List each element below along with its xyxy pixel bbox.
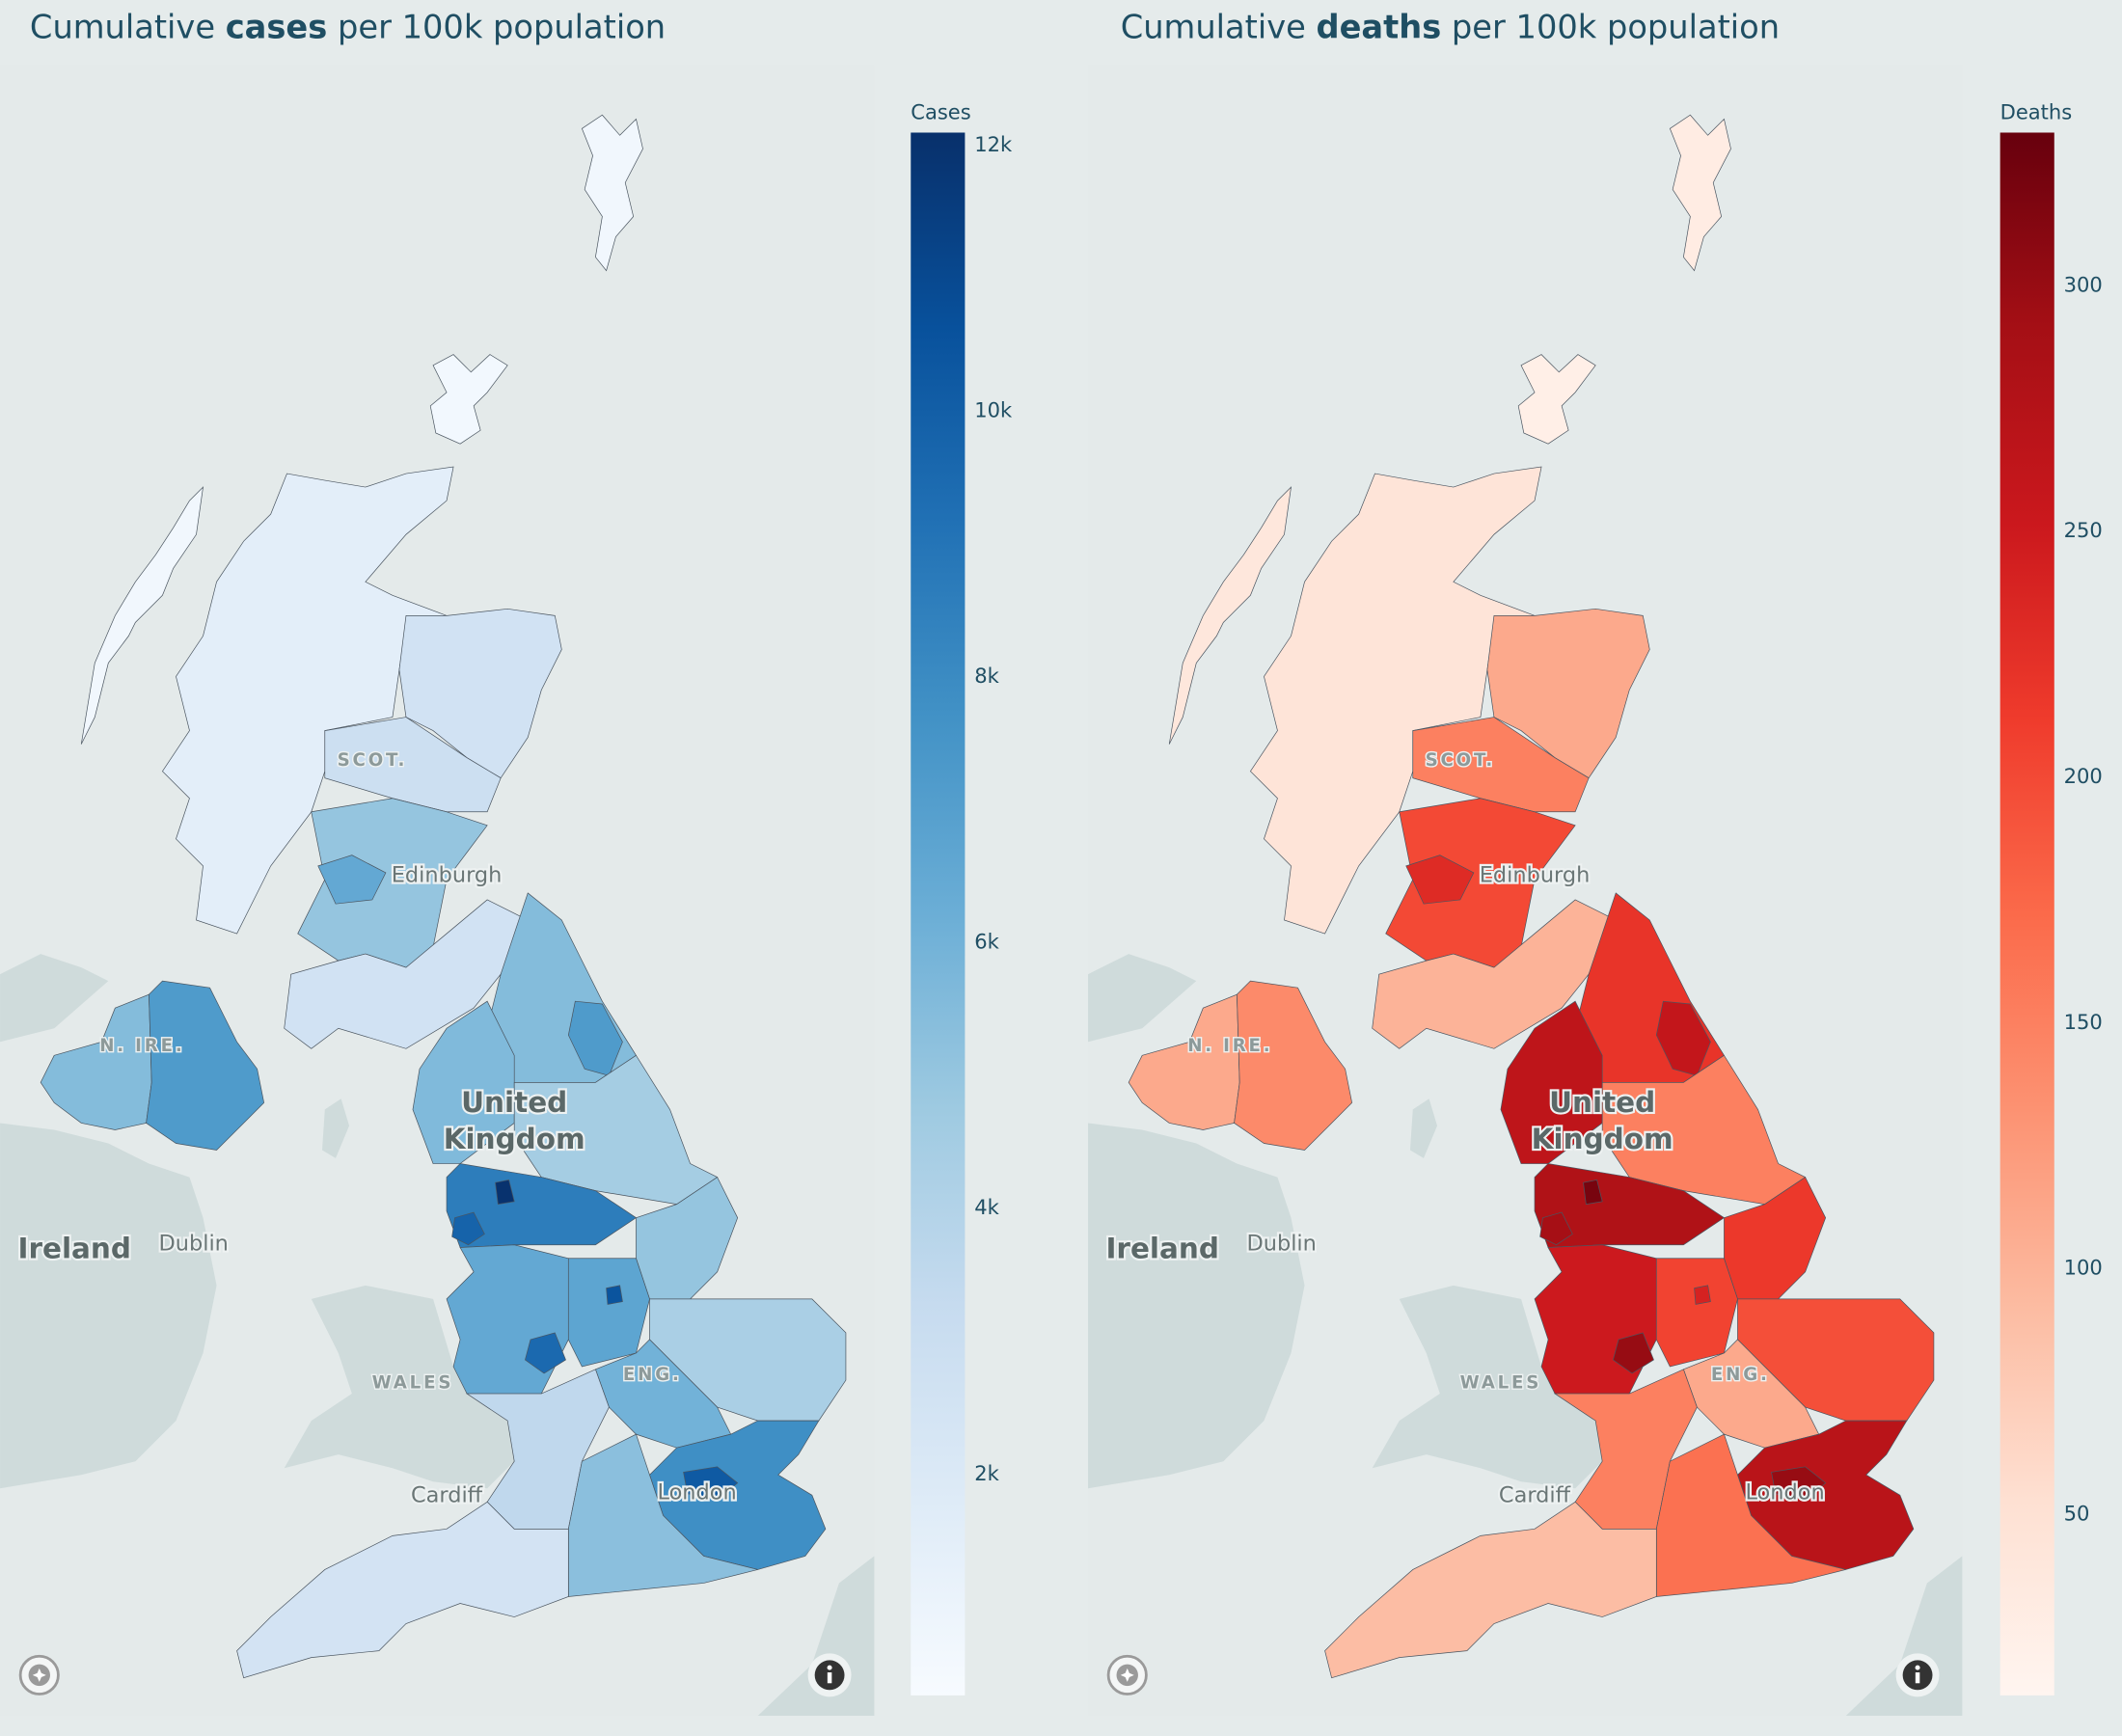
deaths-map-title: Cumulative deaths per 100k population	[1121, 8, 1780, 45]
map-label-ireland: Ireland	[1105, 1233, 1218, 1265]
map-label-scot: SCOT.	[338, 750, 408, 771]
region-southern-scotland[interactable]	[284, 899, 529, 1049]
map-label-edinburgh: Edinburgh	[392, 863, 503, 888]
region-south-west[interactable]	[1324, 1501, 1657, 1679]
map-label-nire: N. IRE.	[1187, 1036, 1272, 1056]
colorbar-tick-label: 6k	[974, 930, 999, 954]
map-label-edinburgh: Edinburgh	[1480, 863, 1591, 888]
land-shape	[1409, 1099, 1438, 1158]
land-shape	[0, 954, 109, 1043]
cases-colorbar-title: Cases	[911, 99, 970, 123]
cases-colorbar-ticks: 2k 4k 6k 8k 10k 12k	[974, 132, 1013, 1485]
region-leicester[interactable]	[606, 1285, 623, 1305]
region-south-west[interactable]	[236, 1501, 569, 1679]
region-glasgow[interactable]	[317, 854, 387, 905]
region-london-hotspot[interactable]	[1771, 1466, 1827, 1500]
deaths-choropleth[interactable]	[1128, 114, 1935, 1679]
region-northern-ireland-east[interactable]	[1234, 980, 1353, 1151]
deaths-colorbar-title: Deaths	[2000, 99, 2073, 123]
map-label-london: London	[1745, 1479, 1824, 1505]
region-cumbria-lancashire[interactable]	[1500, 1000, 1603, 1164]
land-shape	[321, 1099, 350, 1158]
region-birmingham[interactable]	[1613, 1332, 1654, 1374]
land-shape	[0, 1123, 217, 1489]
colorbar-tick-label: 150	[2064, 1010, 2103, 1034]
region-manchester-hotspot[interactable]	[1583, 1179, 1603, 1206]
deaths-map[interactable]: SCOT. Edinburgh United Kingdom N. IRE. Irelan…	[1088, 65, 1963, 1716]
region-tayside[interactable]	[1412, 717, 1590, 813]
map-label-uk_line2: Kingdom	[1532, 1123, 1673, 1155]
map-label-eng: ENG.	[1711, 1365, 1770, 1385]
map-label-cardiff: Cardiff	[411, 1482, 483, 1507]
region-western-isles[interactable]	[1168, 486, 1292, 745]
attribution-info-icon[interactable]	[807, 1653, 852, 1697]
attribution-info-icon[interactable]	[1895, 1653, 1940, 1697]
land-shape	[284, 1285, 515, 1489]
region-liverpool[interactable]	[451, 1211, 485, 1246]
map-label-ireland: Ireland	[17, 1233, 130, 1265]
map-label-wales: WALES	[1460, 1372, 1542, 1393]
region-western-isles[interactable]	[80, 486, 204, 745]
region-leicester[interactable]	[1694, 1285, 1711, 1305]
colorbar-tick-label: 12k	[974, 132, 1013, 156]
colorbar-tick-label: 100	[2064, 1256, 2103, 1280]
region-tayside[interactable]	[324, 717, 502, 813]
deaths-colorbar-gradient	[2000, 132, 2054, 1695]
deaths-colorbar-ticks: 50 100 150 200 250 300	[2064, 272, 2103, 1525]
region-orkney[interactable]	[429, 354, 508, 445]
land-shape	[1088, 1123, 1305, 1489]
region-shetland[interactable]	[581, 114, 643, 272]
map-label-uk_line1: United	[461, 1086, 567, 1119]
colorbar-tick-label: 2k	[974, 1461, 999, 1485]
land-shape	[1372, 1285, 1603, 1489]
colorbar-tick-label: 250	[2064, 518, 2103, 542]
colorbar-tick-label: 300	[2064, 272, 2103, 296]
region-shetland[interactable]	[1669, 114, 1731, 272]
map-label-nire: N. IRE.	[99, 1036, 184, 1056]
cases-map[interactable]: SCOT. Edinburgh United Kingdom N. IRE. Irelan…	[0, 65, 875, 1716]
region-birmingham[interactable]	[525, 1332, 566, 1374]
cases-panel: Cumulative cases per 100k population SCO…	[0, 8, 1013, 1716]
region-southern-scotland[interactable]	[1372, 899, 1617, 1049]
map-label-uk_line1: United	[1549, 1086, 1655, 1119]
map-label-wales: WALES	[372, 1372, 454, 1393]
region-manchester-hotspot[interactable]	[495, 1179, 515, 1206]
map-label-dublin: Dublin	[158, 1231, 228, 1256]
region-northern-ireland-east[interactable]	[146, 980, 265, 1151]
basemap-land	[0, 954, 875, 1716]
region-glasgow[interactable]	[1405, 854, 1475, 905]
map-label-london: London	[657, 1479, 736, 1505]
map-label-dublin: Dublin	[1246, 1231, 1316, 1256]
map-label-eng: ENG.	[623, 1365, 682, 1385]
map-label-scot: SCOT.	[1426, 750, 1496, 771]
map-labels: SCOT. Edinburgh United Kingdom N. IRE. Irelan…	[1103, 749, 1826, 1510]
map-labels: SCOT. Edinburgh United Kingdom N. IRE. Irelan…	[15, 749, 738, 1510]
region-liverpool[interactable]	[1539, 1211, 1573, 1246]
region-orkney[interactable]	[1517, 354, 1596, 445]
region-southern-england[interactable]	[1655, 1433, 1846, 1597]
cases-colorbar-gradient	[911, 132, 966, 1695]
mapbox-logo-icon[interactable]	[1106, 1654, 1148, 1695]
cases-map-title: Cumulative cases per 100k population	[30, 8, 666, 45]
mapbox-logo-icon[interactable]	[18, 1654, 60, 1695]
colorbar-tick-label: 8k	[974, 664, 999, 688]
basemap-land	[1088, 954, 1963, 1716]
colorbar-tick-label: 10k	[974, 397, 1013, 421]
region-southern-england[interactable]	[567, 1433, 758, 1597]
region-cumbria-lancashire[interactable]	[412, 1000, 515, 1164]
map-label-cardiff: Cardiff	[1499, 1482, 1571, 1507]
colorbar-tick-label: 200	[2064, 764, 2103, 788]
colorbar-tick-label: 4k	[974, 1195, 999, 1219]
colorbar-tick-label: 50	[2064, 1501, 2090, 1525]
deaths-colorbar: Deaths 50 100 150 200 250 300	[2000, 99, 2103, 1695]
cases-choropleth[interactable]	[40, 114, 847, 1679]
region-london-hotspot[interactable]	[683, 1466, 739, 1500]
deaths-panel: Cumulative deaths per 100k population SC…	[1088, 8, 2103, 1716]
land-shape	[1088, 954, 1197, 1043]
cases-colorbar: Cases 2k 4k 6k 8k 10k 12k	[911, 99, 1013, 1695]
map-label-uk_line2: Kingdom	[444, 1123, 585, 1155]
